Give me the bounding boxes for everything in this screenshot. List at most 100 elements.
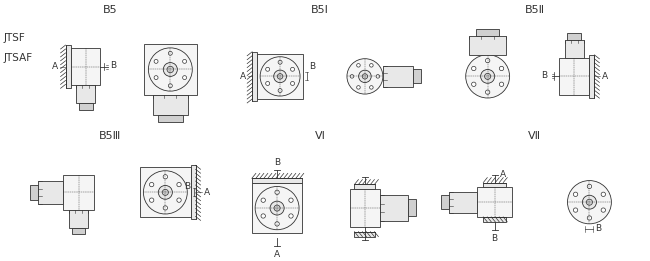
Circle shape	[601, 208, 606, 212]
Circle shape	[274, 205, 280, 211]
Bar	[354, 185, 376, 189]
Bar	[153, 96, 188, 115]
Text: B5Ⅲ: B5Ⅲ	[99, 131, 122, 141]
Bar	[484, 182, 506, 187]
Text: VⅡ: VⅡ	[528, 131, 541, 141]
Circle shape	[289, 214, 293, 218]
Circle shape	[499, 66, 504, 71]
Bar	[354, 232, 376, 236]
Circle shape	[163, 175, 168, 179]
Bar	[79, 103, 92, 110]
Circle shape	[261, 214, 265, 218]
Circle shape	[587, 184, 592, 188]
Bar	[72, 228, 85, 234]
Circle shape	[573, 192, 578, 197]
Bar	[140, 168, 190, 217]
Circle shape	[357, 64, 360, 67]
Bar	[560, 58, 590, 95]
Circle shape	[167, 66, 174, 73]
Text: VⅠ: VⅠ	[315, 131, 326, 141]
Circle shape	[168, 51, 172, 55]
Bar	[76, 85, 96, 103]
Circle shape	[472, 82, 476, 86]
Bar	[30, 185, 38, 200]
Text: B5: B5	[103, 5, 118, 15]
Bar	[477, 187, 512, 217]
Bar	[257, 54, 303, 99]
Circle shape	[266, 67, 270, 71]
Circle shape	[270, 201, 284, 215]
Circle shape	[278, 74, 283, 79]
Text: A: A	[203, 188, 210, 197]
Circle shape	[289, 198, 293, 202]
Circle shape	[486, 58, 490, 63]
Bar	[252, 52, 257, 101]
Circle shape	[154, 76, 158, 80]
Circle shape	[255, 186, 299, 230]
Circle shape	[601, 192, 606, 197]
Bar	[252, 178, 302, 183]
Circle shape	[480, 69, 495, 83]
Text: A: A	[240, 72, 246, 81]
Text: A: A	[274, 250, 280, 259]
Circle shape	[350, 75, 354, 78]
Circle shape	[275, 222, 280, 226]
Bar	[441, 195, 449, 209]
Text: JTSAF: JTSAF	[4, 53, 32, 63]
Bar	[469, 36, 506, 55]
Bar	[190, 165, 196, 220]
Text: B: B	[274, 158, 280, 168]
Bar	[565, 40, 584, 58]
Circle shape	[275, 190, 280, 194]
Circle shape	[150, 198, 154, 202]
Circle shape	[586, 199, 593, 205]
Circle shape	[359, 70, 371, 82]
Circle shape	[485, 73, 491, 79]
Text: B: B	[111, 61, 116, 70]
Circle shape	[183, 60, 187, 63]
Text: B: B	[491, 234, 498, 243]
Circle shape	[261, 198, 265, 202]
Circle shape	[266, 81, 270, 85]
Circle shape	[177, 198, 181, 202]
Bar	[350, 189, 380, 227]
Text: A: A	[500, 170, 506, 179]
Circle shape	[154, 60, 158, 63]
Circle shape	[148, 48, 192, 91]
Text: B: B	[541, 71, 547, 80]
Circle shape	[573, 208, 578, 212]
Circle shape	[144, 171, 187, 214]
Text: B: B	[309, 62, 315, 71]
Text: B5Ⅱ: B5Ⅱ	[525, 5, 545, 15]
Circle shape	[465, 55, 510, 98]
Bar	[252, 183, 302, 233]
Circle shape	[183, 76, 187, 80]
Circle shape	[370, 64, 373, 67]
Circle shape	[278, 60, 282, 64]
Circle shape	[274, 70, 287, 83]
Bar	[380, 195, 408, 221]
Circle shape	[163, 63, 177, 76]
Text: A: A	[603, 72, 608, 81]
Circle shape	[567, 181, 612, 224]
Text: A: A	[51, 62, 58, 71]
Circle shape	[370, 86, 373, 89]
Circle shape	[587, 216, 592, 220]
Text: B: B	[595, 224, 601, 233]
Bar	[484, 217, 506, 222]
Circle shape	[260, 57, 300, 96]
Bar	[144, 44, 197, 96]
Bar	[66, 45, 71, 88]
Bar	[69, 210, 88, 228]
Bar	[476, 28, 499, 36]
Bar	[590, 55, 594, 98]
Text: B5I: B5I	[311, 5, 329, 15]
Circle shape	[159, 186, 172, 199]
Bar	[38, 181, 62, 204]
Circle shape	[472, 66, 476, 71]
Bar	[567, 33, 582, 40]
Circle shape	[376, 75, 380, 78]
Circle shape	[150, 182, 154, 187]
Circle shape	[291, 67, 294, 71]
Circle shape	[347, 59, 383, 94]
